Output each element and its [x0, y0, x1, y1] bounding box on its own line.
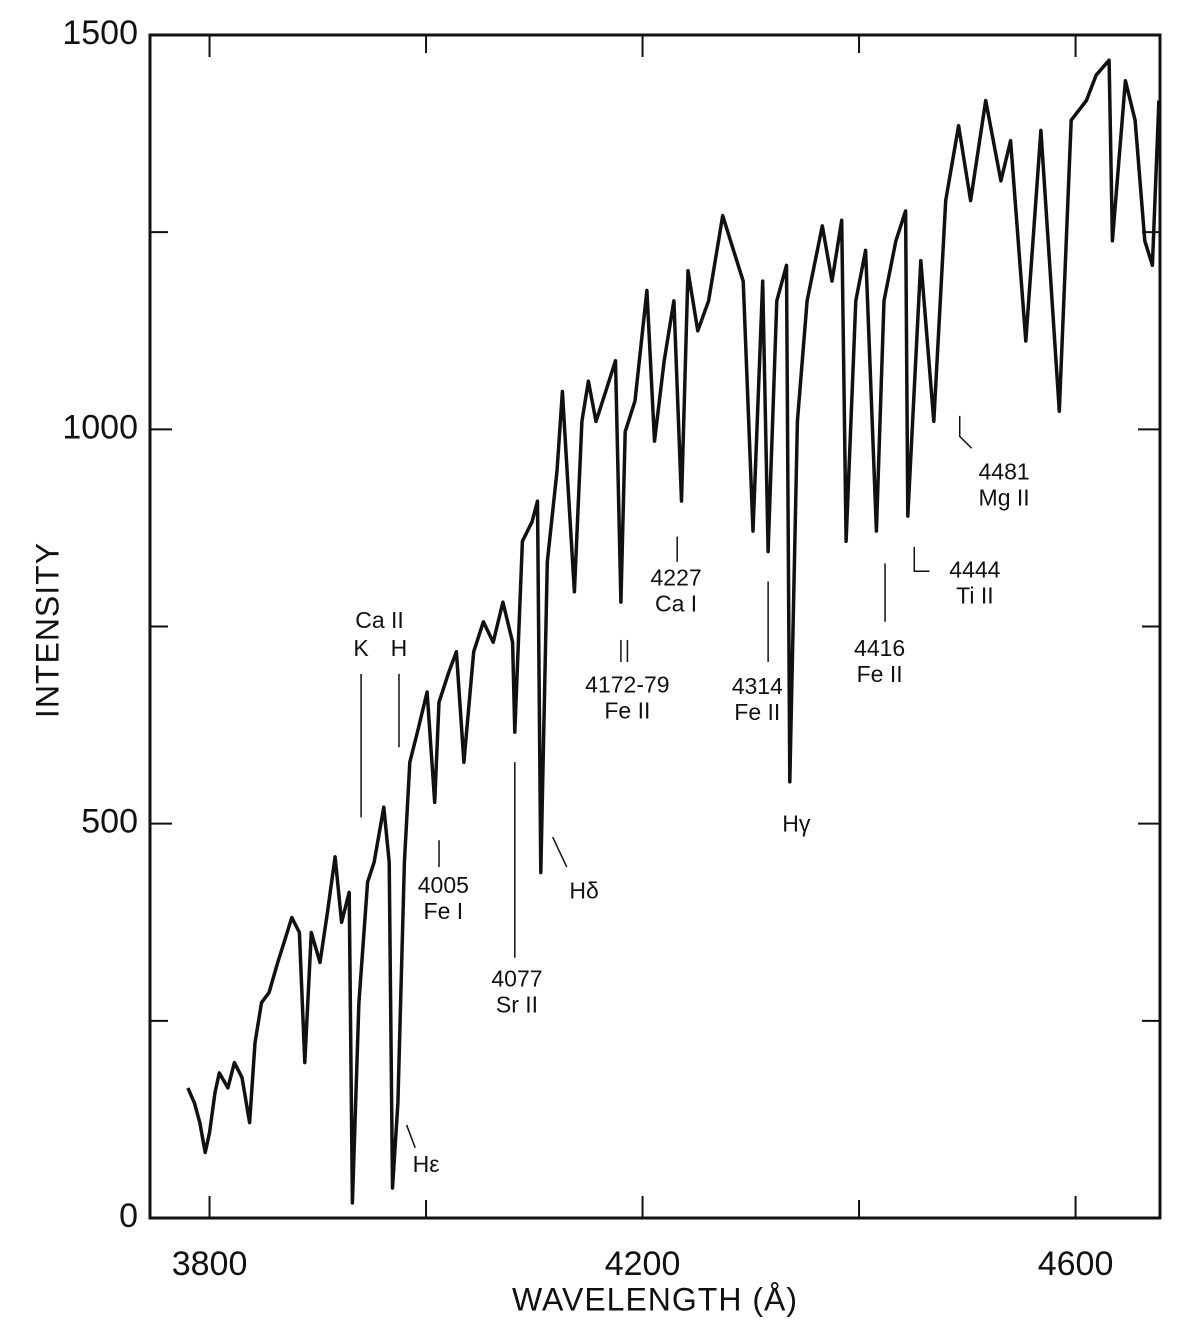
y-axis-label: INTENSITY [29, 542, 65, 718]
annotation-label: 4444 [949, 556, 1000, 582]
y-tick-label: 0 [119, 1197, 138, 1235]
x-tick-label: 4200 [605, 1245, 681, 1283]
y-tick-label: 500 [81, 803, 138, 841]
annotation-marker [552, 836, 568, 868]
annotation-label: 4227 [651, 564, 702, 590]
x-axis-label: WAVELENGTH (Å) [512, 1281, 798, 1317]
annotation-label: Ca II [355, 607, 404, 633]
annotation-marker [405, 1124, 416, 1149]
annotation-label: Fe I [424, 898, 464, 924]
annotation-label: Sr II [496, 992, 538, 1018]
annotation-label: Hγ [782, 810, 811, 836]
annotation-label: Ca I [655, 590, 697, 616]
annotation-label: 4077 [491, 966, 542, 992]
annotation-label: Fe II [734, 699, 780, 725]
x-tick-label: 4600 [1038, 1245, 1114, 1283]
annotation-label: Fe II [857, 661, 903, 687]
annotation-label: 4481 [979, 459, 1030, 485]
plot-frame [148, 33, 1162, 1220]
y-tick-label: 1500 [62, 14, 138, 52]
annotation-label: K [353, 635, 369, 661]
annotation-marker [913, 546, 930, 573]
annotation-label: H [391, 635, 408, 661]
annotation-label: Ti II [956, 582, 993, 608]
annotation-label: Fe II [604, 698, 650, 724]
spectrum-line [186, 58, 1161, 1205]
annotation-label: 4172-79 [585, 672, 669, 698]
annotation-label: 4416 [854, 635, 905, 661]
annotation-label: Hδ [569, 877, 598, 903]
annotation-label: 4005 [418, 872, 469, 898]
y-tick-label: 1000 [62, 408, 138, 446]
x-tick-label: 3800 [172, 1245, 248, 1283]
annotation-label: Hε [413, 1151, 440, 1177]
annotation-label: 4314 [732, 673, 783, 699]
annotation-marker [958, 415, 973, 449]
annotation-label: Mg II [979, 485, 1030, 511]
